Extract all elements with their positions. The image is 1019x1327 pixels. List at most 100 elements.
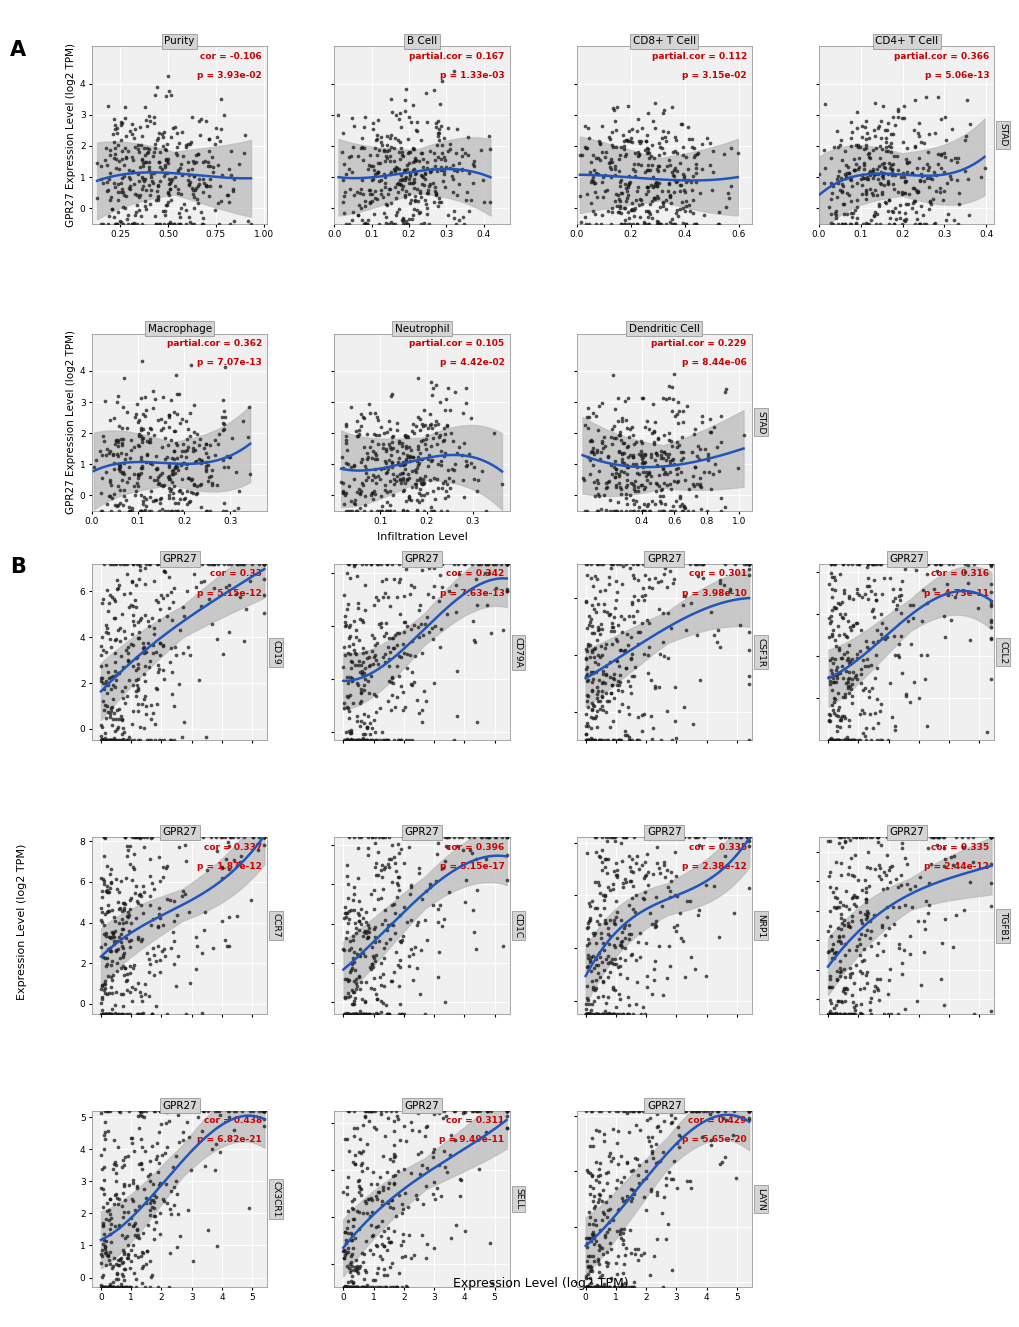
Point <box>358 1003 374 1024</box>
Point <box>421 214 437 235</box>
Point <box>164 463 180 484</box>
Point <box>344 1198 361 1220</box>
Point <box>839 671 855 693</box>
Point <box>897 170 913 191</box>
Point <box>127 686 144 707</box>
Point <box>370 864 386 885</box>
Point <box>130 628 147 649</box>
Point <box>884 123 901 145</box>
Point <box>819 710 836 731</box>
Point <box>829 137 846 158</box>
Point <box>583 961 599 982</box>
Point <box>647 910 663 932</box>
Point <box>403 1247 419 1269</box>
Point <box>581 1184 597 1205</box>
Point <box>363 1173 379 1194</box>
Point <box>147 490 163 511</box>
Point <box>130 1117 147 1139</box>
Point <box>614 1229 631 1250</box>
Point <box>166 577 182 598</box>
Point <box>589 954 605 975</box>
Point <box>212 89 228 110</box>
Point <box>685 475 701 496</box>
Point <box>107 730 123 751</box>
Point <box>708 1100 725 1121</box>
Point <box>699 500 715 522</box>
Point <box>643 175 659 196</box>
Text: cor = 0.311: cor = 0.311 <box>446 1116 504 1125</box>
Point <box>96 924 112 945</box>
Point <box>898 137 914 158</box>
Point <box>100 674 116 695</box>
Point <box>608 901 625 922</box>
Point <box>399 129 416 150</box>
Point <box>824 667 841 689</box>
Point <box>878 163 895 184</box>
Point <box>196 920 212 941</box>
Point <box>642 1100 658 1121</box>
Point <box>740 827 756 848</box>
Point <box>208 827 224 848</box>
Point <box>614 641 631 662</box>
Point <box>498 553 515 575</box>
Point <box>820 990 837 1011</box>
Point <box>138 488 154 510</box>
Point <box>657 199 674 220</box>
Point <box>93 169 109 190</box>
Point <box>585 662 601 683</box>
Point <box>821 1003 838 1024</box>
Point <box>372 484 388 506</box>
Point <box>609 1120 626 1141</box>
Point <box>107 652 123 673</box>
Point <box>959 827 975 848</box>
Point <box>180 491 197 512</box>
Point <box>607 954 624 975</box>
Point <box>481 827 497 848</box>
Point <box>198 433 214 454</box>
Point <box>408 476 424 498</box>
Point <box>855 154 871 175</box>
Point <box>639 207 655 228</box>
Point <box>102 730 118 751</box>
Point <box>96 1170 112 1192</box>
Point <box>365 1223 381 1245</box>
Point <box>377 932 393 953</box>
Point <box>119 650 136 671</box>
Point <box>620 634 636 656</box>
Point <box>130 1003 147 1024</box>
Point <box>95 1263 111 1285</box>
Point <box>165 1156 181 1177</box>
Point <box>180 901 197 922</box>
Point <box>602 149 619 170</box>
Point <box>421 175 437 196</box>
Point <box>378 1161 394 1182</box>
Point <box>100 1245 116 1266</box>
Point <box>451 1168 468 1189</box>
Point <box>580 669 596 690</box>
Point <box>396 214 413 235</box>
Point <box>912 131 928 153</box>
Point <box>409 914 425 936</box>
Point <box>170 673 186 694</box>
Point <box>889 827 905 848</box>
Point <box>353 913 369 934</box>
Point <box>367 932 383 953</box>
Point <box>637 451 653 472</box>
Point <box>661 617 678 638</box>
Point <box>341 685 358 706</box>
Point <box>378 146 394 167</box>
Point <box>655 646 672 667</box>
Point <box>586 565 602 587</box>
Point <box>367 187 383 208</box>
Point <box>827 204 844 226</box>
Point <box>439 117 455 138</box>
Point <box>335 492 352 514</box>
Point <box>861 991 877 1013</box>
Point <box>607 650 624 671</box>
Point <box>599 446 615 467</box>
Point <box>627 657 643 678</box>
Point <box>913 610 929 632</box>
Point <box>982 553 999 575</box>
Point <box>925 214 942 235</box>
Point <box>184 482 201 503</box>
